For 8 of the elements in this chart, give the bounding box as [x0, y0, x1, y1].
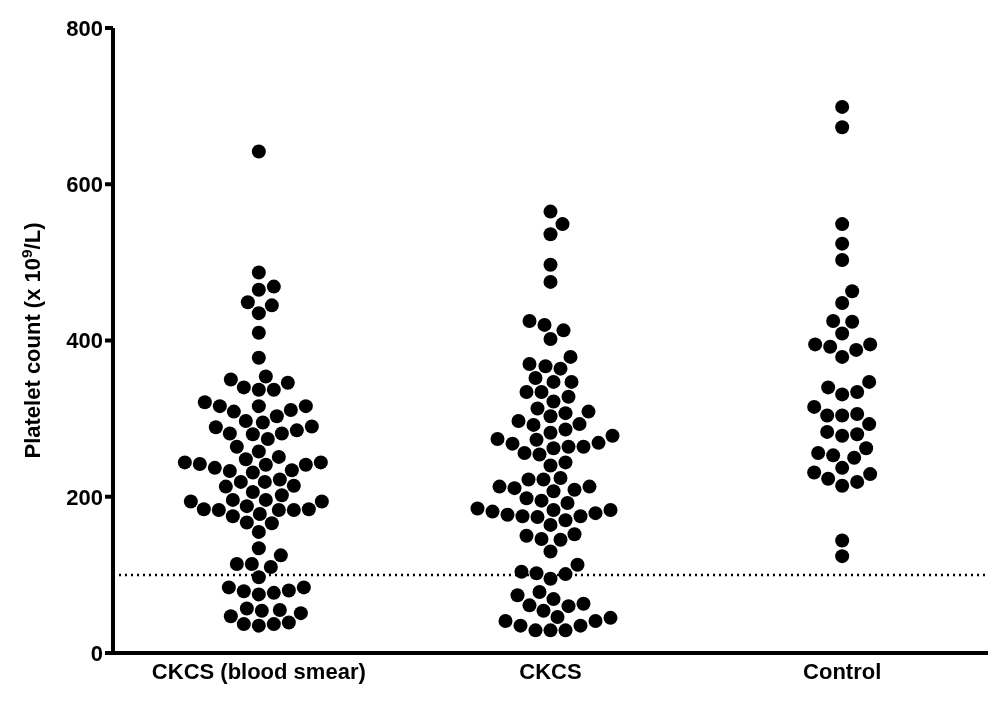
x-tick-label: CKCS (blood smear) [151, 658, 366, 684]
x-tick-label: CKCS [519, 658, 582, 684]
y-tick-label: 0 [90, 640, 103, 666]
y-tick-label: 200 [66, 484, 103, 510]
y-tick-label: 600 [66, 172, 103, 198]
x-tick-label: Control [803, 658, 882, 684]
y-tick-label: 800 [66, 15, 103, 41]
y-tick-label: 400 [66, 328, 103, 354]
